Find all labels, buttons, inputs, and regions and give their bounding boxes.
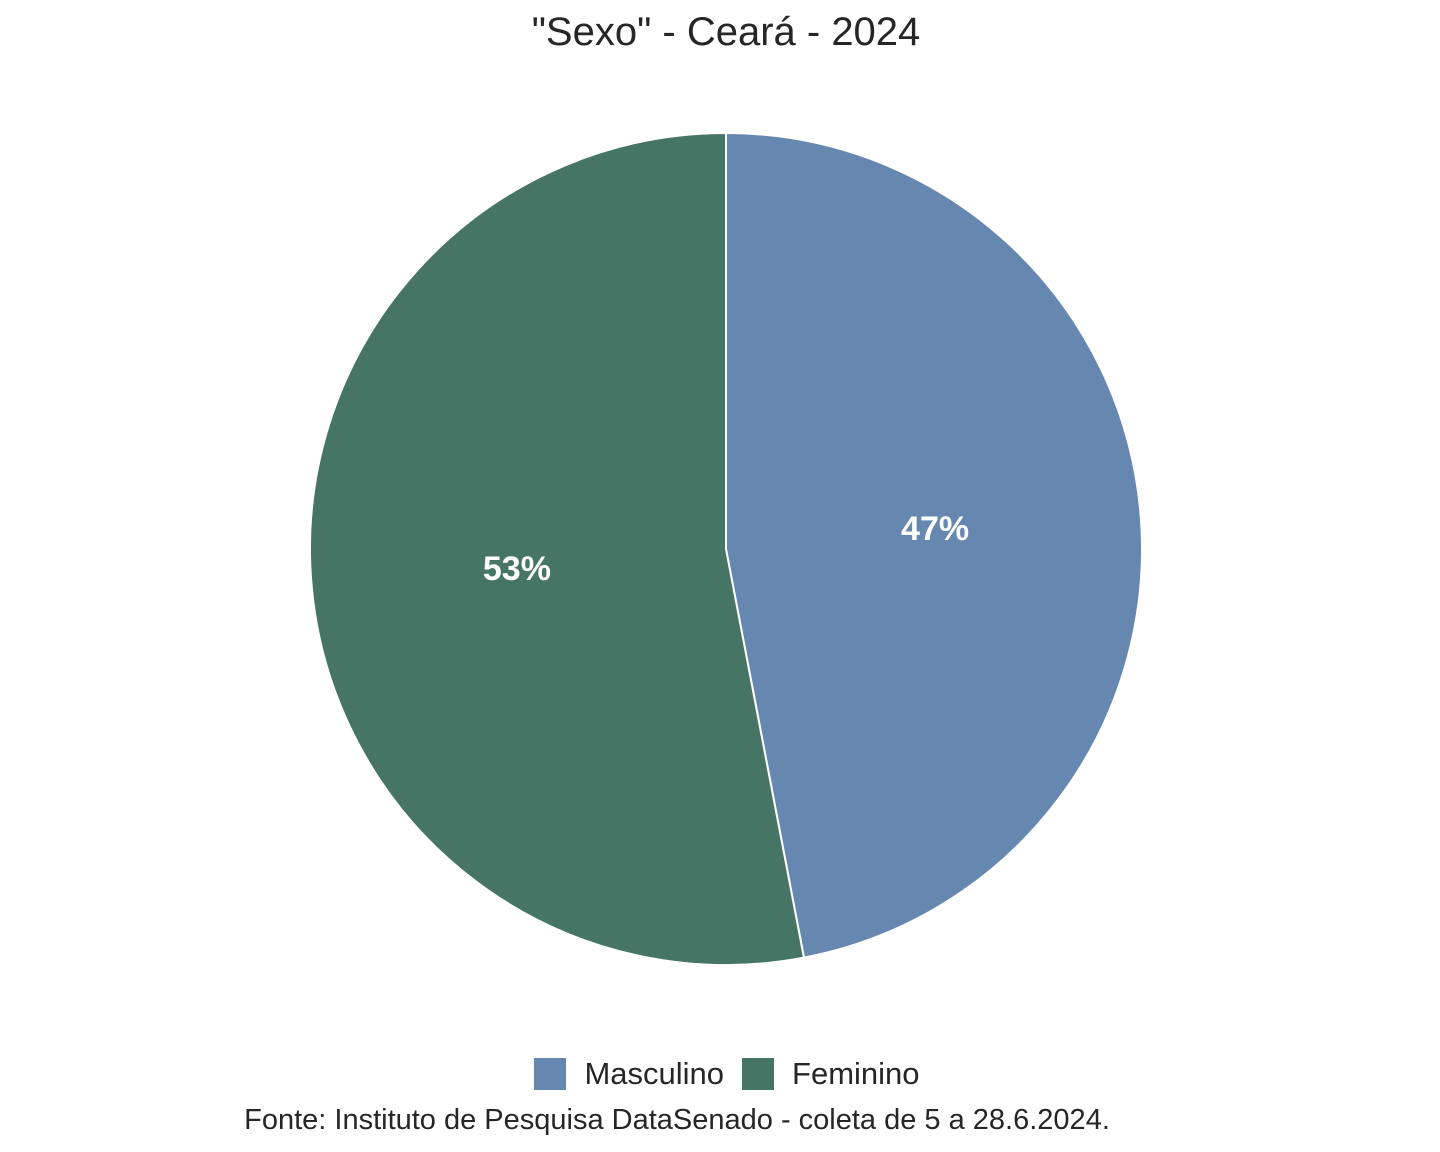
chart-title: "Sexo" - Ceará - 2024 [531, 10, 921, 54]
pie-slice-masculino [725, 131, 1143, 959]
legend-label-masculino: Masculino [584, 1056, 725, 1091]
pie-label-feminino: 53% [483, 550, 551, 588]
legend-key-masculino [534, 1058, 567, 1090]
legend: Masculino Feminino [0, 1054, 1440, 1094]
chart-caption: Fonte: Instituto de Pesquisa DataSenado … [244, 1104, 1110, 1136]
pie-slice-feminino [309, 131, 806, 966]
legend-entry-masculino: Masculino [534, 1054, 724, 1094]
legend-label-feminino: Feminino [792, 1056, 920, 1091]
pie-label-masculino: 47% [901, 510, 969, 548]
legend-entry-feminino: Feminino [742, 1054, 920, 1094]
legend-key-feminino [742, 1058, 775, 1090]
